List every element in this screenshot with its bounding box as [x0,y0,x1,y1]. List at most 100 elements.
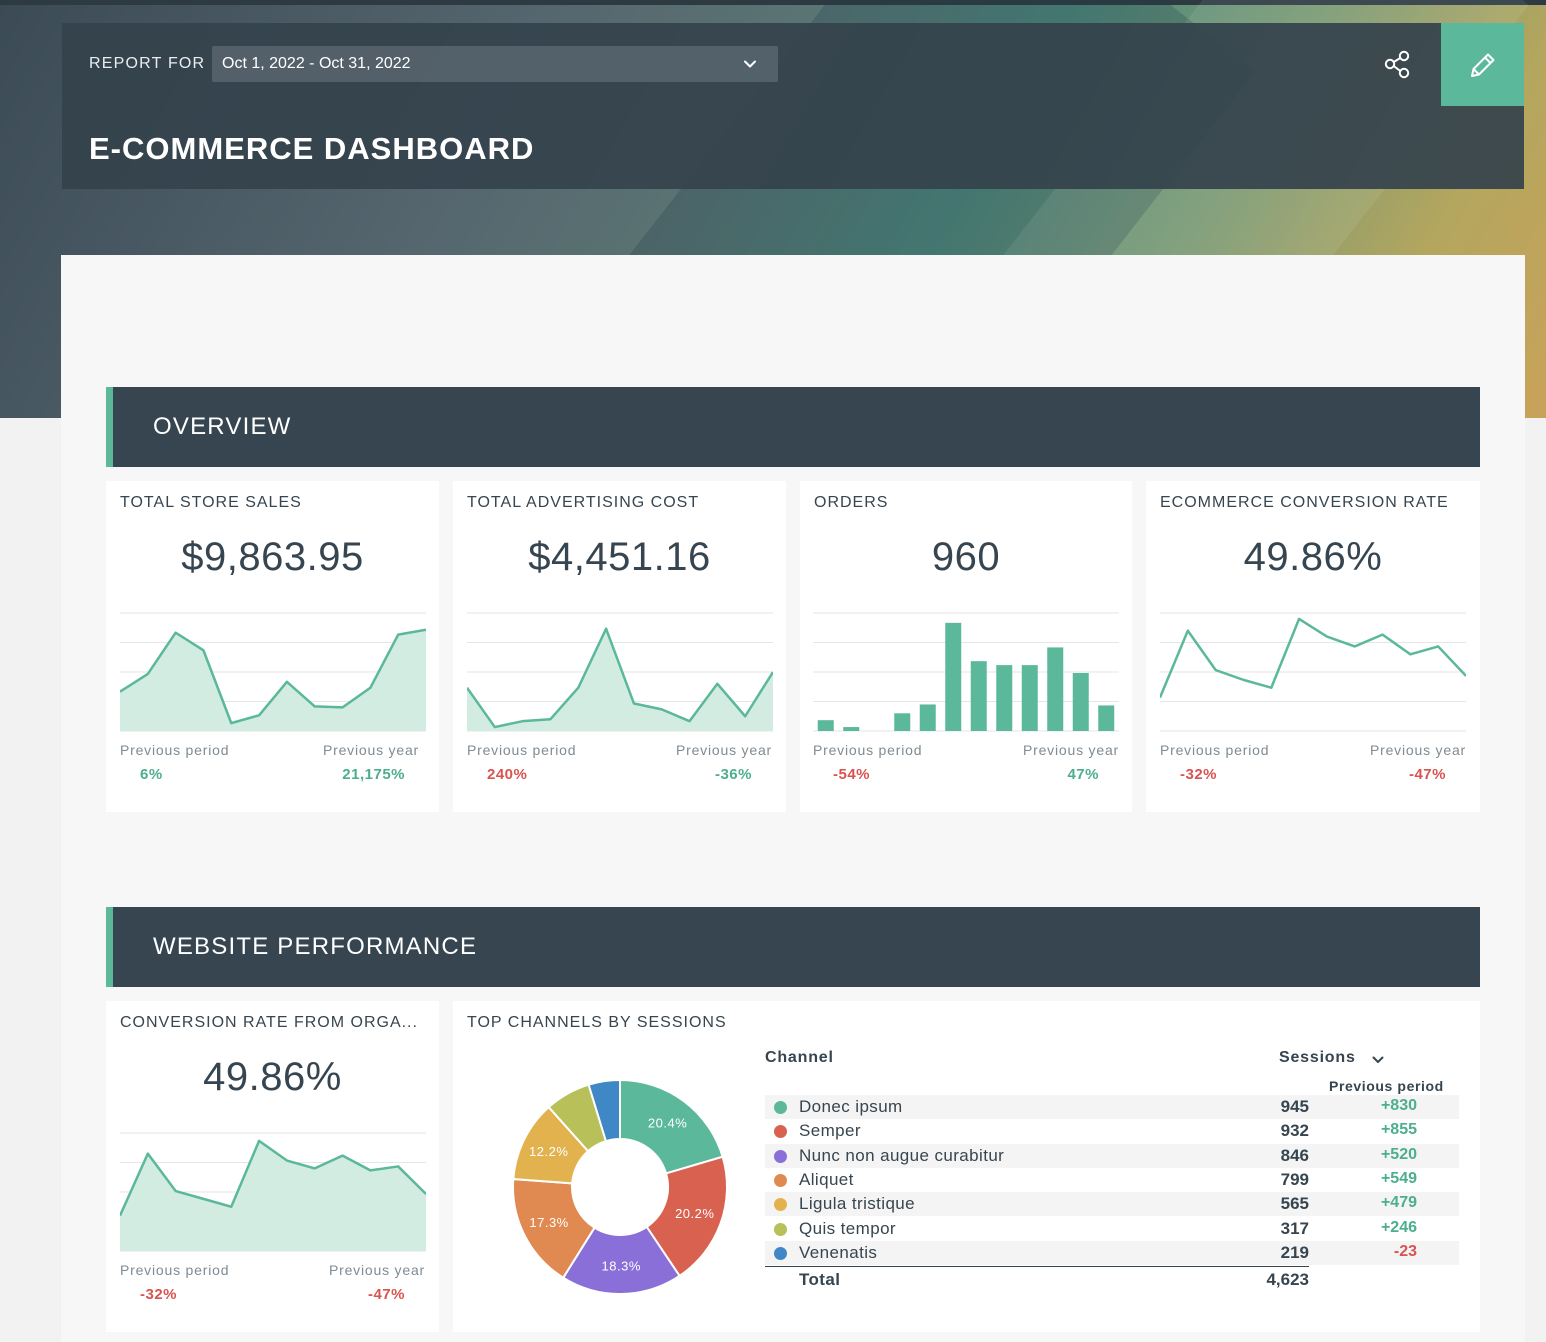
table-row[interactable]: Ligula tristique 565 +479 [765,1192,1459,1217]
sparkline-chart [467,612,773,732]
edit-button[interactable] [1441,23,1524,106]
table-row[interactable]: Quis tempor 317 +246 [765,1217,1459,1241]
previous-year-change: -47% [367,1286,405,1303]
channel-previous-period: +830 [1380,1097,1417,1114]
table-row[interactable]: Donec ipsum 945 +830 [765,1095,1459,1119]
bar [945,622,962,731]
kpi-card-conversion-rate-organic[interactable]: CONVERSION RATE FROM ORGA... 49.86% Prev… [106,1001,439,1332]
legend-dot [774,1246,787,1260]
kpi-value: 49.86% [203,1055,342,1099]
previous-period-change: 240% [487,766,528,783]
channel-name: Ligula tristique [799,1194,916,1214]
kpi-value: 49.86% [1243,535,1383,579]
column-header-channel: Channel [765,1049,834,1066]
bar [1021,665,1038,731]
channel-previous-period: +549 [1380,1169,1417,1187]
table-row[interactable]: Aliquet 799 +549 [765,1168,1459,1192]
kpi-card-total-advertising-cost[interactable]: TOTAL ADVERTISING COST $4,451.16 Previou… [453,481,786,812]
table-row[interactable]: Nunc non augue curabitur 846 +520 [765,1143,1459,1168]
slice-label: 20.2% [675,1206,714,1221]
kpi-card-orders[interactable]: ORDERS 960 Previous period Previous year… [800,481,1132,812]
legend-dot [774,1222,787,1236]
total-label: Total [799,1270,841,1289]
previous-year-change: 21,175% [342,766,405,783]
table-row[interactable]: Venenatis 219 -23 [765,1240,1459,1265]
channel-name: Nunc non augue curabitur [799,1145,1005,1165]
section-header-overview: OVERVIEW [106,387,1480,467]
series-line [467,627,773,729]
bar [1098,705,1115,731]
bar [894,713,911,731]
share-icon [1384,50,1410,79]
previous-year-label: Previous year [323,742,419,758]
previous-period-label: Previous period [120,1262,230,1278]
bar [919,704,936,731]
column-header-sessions[interactable]: Sessions [1279,1049,1356,1066]
total-divider [765,1266,1309,1267]
date-range-value: Oct 1, 2022 - Oct 31, 2022 [222,55,411,72]
top-border [0,0,1546,5]
previous-period-label: Previous period [813,742,923,758]
channel-sessions: 565 [1280,1194,1309,1214]
channel-sessions: 945 [1280,1097,1309,1116]
kpi-card-total-store-sales[interactable]: TOTAL STORE SALES $9,863.95 Previous per… [106,481,439,812]
kpi-card-ecommerce-conversion-rate[interactable]: ECOMMERCE CONVERSION RATE 49.86% Previou… [1146,481,1480,812]
area-fill [467,628,773,731]
report-for-label: REPORT FOR [89,55,206,72]
channel-previous-period: +246 [1380,1218,1417,1236]
share-button[interactable] [1380,47,1416,83]
channel-name: Semper [799,1121,861,1141]
previous-year-label: Previous year [1023,742,1119,758]
kpi-value: $4,451.16 [528,535,711,579]
sparkline-chart [1160,612,1466,732]
bar [996,665,1013,731]
page-title: E-COMMERCE DASHBOARD [89,131,535,166]
channel-previous-period: +855 [1380,1121,1417,1139]
legend-dot [774,1101,787,1114]
channel-name: Aliquet [799,1169,854,1189]
bar [817,720,834,731]
bar-chart [813,612,1119,732]
previous-year-label: Previous year [1370,742,1466,758]
donut-chart: 20.4% 20.2% 18.3% 17.3% 12.2% [512,1078,728,1295]
bar [1072,672,1089,731]
channel-sessions: 219 [1280,1242,1309,1262]
section-title: OVERVIEW [153,413,292,440]
date-range-select[interactable]: Oct 1, 2022 - Oct 31, 2022 [212,46,778,82]
pie-slice [645,1155,728,1278]
channel-sessions: 932 [1280,1121,1309,1141]
section-title: WEBSITE PERFORMANCE [153,933,478,960]
slice-label: 17.3% [529,1215,568,1230]
previous-year-change: 47% [1067,766,1099,783]
card-title: TOTAL ADVERTISING COST [467,494,700,511]
previous-period-change: -32% [1180,766,1218,783]
section-header-website-performance: WEBSITE PERFORMANCE [106,907,1480,987]
card-title: ORDERS [814,494,889,511]
legend-dot [774,1149,787,1163]
series-line [120,1139,426,1217]
sort-chevron-icon[interactable] [1371,1053,1385,1067]
previous-year-change: -36% [714,766,752,783]
channel-sessions: 846 [1280,1145,1309,1165]
pencil-icon [1471,53,1495,77]
previous-period-change: -32% [140,1286,178,1303]
channel-name: Venenatis [799,1242,878,1262]
kpi-value: 960 [931,535,1001,579]
channel-name: Quis tempor [799,1218,896,1238]
pie-slice [619,1078,724,1175]
series-line [1160,617,1466,699]
table-row[interactable]: Semper 932 +855 [765,1119,1459,1143]
legend-dot [774,1173,787,1187]
channel-previous-period: +520 [1380,1145,1417,1163]
series-line [120,628,426,725]
kpi-value: $9,863.95 [181,535,364,579]
area-fill [120,629,426,731]
legend-dot [774,1198,787,1212]
bar [843,727,860,731]
previous-period-change: 6% [140,766,163,783]
pie-slice [587,1078,621,1143]
card-title: TOP CHANNELS BY SESSIONS [467,1014,727,1031]
top-channels-card[interactable]: TOP CHANNELS BY SESSIONS 20.4% 20.2% 18.3%… [453,1001,1480,1332]
channel-name: Donec ipsum [799,1097,903,1116]
previous-year-label: Previous year [676,742,772,758]
